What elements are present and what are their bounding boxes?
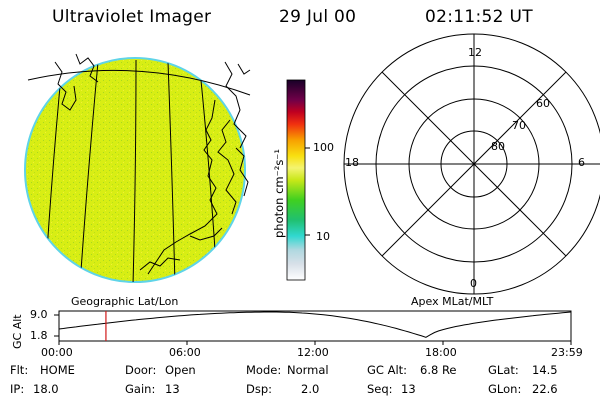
app-title: Ultraviolet Imager <box>52 7 212 27</box>
alt-xtick-1200: 12:00 <box>297 346 329 359</box>
door-value: Open <box>165 363 196 377</box>
coastline <box>189 227 223 241</box>
coastline <box>147 99 218 275</box>
coastline <box>224 61 247 149</box>
alt-xtick-2359: 23:59 <box>551 346 583 359</box>
dsp-label: Dsp: <box>246 382 273 396</box>
seq-label: Seq: <box>367 382 393 396</box>
door-label: Door: <box>125 363 157 377</box>
polar-grid <box>343 33 600 295</box>
colorbar-tick-10: 10 <box>316 230 330 243</box>
mode-value: Normal <box>287 363 329 377</box>
meridian-line <box>167 61 176 282</box>
altitude-strip-chart <box>54 310 572 345</box>
coastline <box>235 147 249 197</box>
alt-ytick-low: 1.8 <box>30 329 48 342</box>
colorbar-tick-100: 100 <box>313 141 334 154</box>
coastline <box>217 119 237 215</box>
gc-alt-label: GC Alt: <box>367 363 408 377</box>
mode-label: Mode: <box>246 363 282 377</box>
dsp-value: 2.0 <box>301 382 320 396</box>
geographic-panel-label: Geographic Lat/Lon <box>71 295 179 308</box>
alt-xtick-0600: 06:00 <box>169 346 201 359</box>
alt-xtick-0000: 00:00 <box>41 346 73 359</box>
gc-alt-value: 6.8 Re <box>420 363 457 377</box>
date-label: 29 Jul 00 <box>279 7 357 27</box>
apex-panel-label: Apex MLat/MLT <box>411 295 494 308</box>
colorbar-unit-label: photon cm⁻²s⁻¹ <box>272 149 286 238</box>
polar-lat-80: 80 <box>491 140 505 153</box>
color-scale-bar <box>286 79 310 281</box>
polar-label-midnight: 0 <box>470 277 477 290</box>
polar-label-dawn: 6 <box>578 156 585 169</box>
glon-label: GLon: <box>488 382 522 396</box>
glon-value: 22.6 <box>532 382 558 396</box>
flt-value: HOME <box>40 363 75 377</box>
coastline <box>54 61 77 111</box>
ip-label: IP: <box>10 382 25 396</box>
meridian-line <box>79 61 99 282</box>
meridian-line <box>132 59 137 282</box>
time-label: 02:11:52 UT <box>425 7 533 27</box>
gain-value: 13 <box>165 382 180 396</box>
coastline <box>75 53 99 83</box>
altitude-curve <box>58 311 572 338</box>
polar-label-noon: 12 <box>468 46 482 59</box>
earth-image <box>24 53 251 283</box>
gc-alt-axis-label: GC Alt <box>11 314 24 349</box>
glat-value: 14.5 <box>532 363 558 377</box>
ip-value: 18.0 <box>33 382 59 396</box>
flt-label: Flt: <box>10 363 29 377</box>
glat-label: GLat: <box>488 363 519 377</box>
alt-xtick-1800: 18:00 <box>425 346 457 359</box>
seq-value: 13 <box>401 382 416 396</box>
polar-label-dusk: 18 <box>345 156 359 169</box>
latitude-line <box>27 69 251 96</box>
coastline <box>237 63 251 75</box>
coastline <box>139 257 181 271</box>
polar-lat-60: 60 <box>536 97 550 110</box>
alt-ytick-high: 9.0 <box>30 308 48 321</box>
polar-lat-70: 70 <box>512 119 526 132</box>
gain-label: Gain: <box>125 382 156 396</box>
